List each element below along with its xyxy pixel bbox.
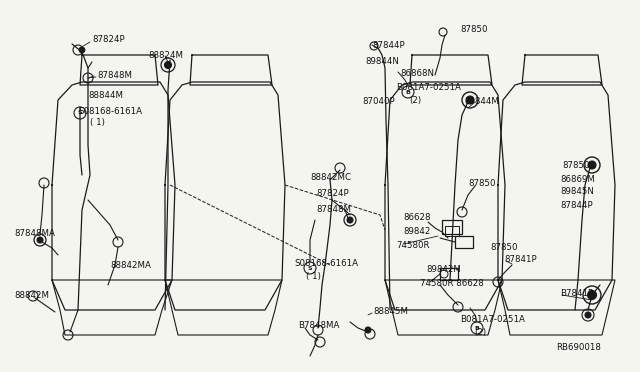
Text: 88844M: 88844M xyxy=(88,90,123,99)
Text: 86628: 86628 xyxy=(403,214,431,222)
Text: S08168-6161A: S08168-6161A xyxy=(294,260,358,269)
Text: (2): (2) xyxy=(474,328,486,337)
Text: RB690018: RB690018 xyxy=(556,343,601,352)
Text: 88845M: 88845M xyxy=(373,308,408,317)
Text: 87040P: 87040P xyxy=(362,96,395,106)
Circle shape xyxy=(79,47,85,53)
Text: 87848M: 87848M xyxy=(316,205,351,215)
Text: 86869M: 86869M xyxy=(560,174,595,183)
Text: S: S xyxy=(77,110,83,115)
Circle shape xyxy=(365,327,371,333)
Text: 87848MA: 87848MA xyxy=(14,228,55,237)
Text: ( 1): ( 1) xyxy=(90,119,105,128)
Text: 88842MA: 88842MA xyxy=(110,260,151,269)
Text: 87841P: 87841P xyxy=(504,256,536,264)
Bar xyxy=(455,236,473,248)
Text: 87824P: 87824P xyxy=(316,189,349,199)
Circle shape xyxy=(588,291,596,299)
Bar xyxy=(440,268,458,280)
Text: 88824M: 88824M xyxy=(148,51,183,60)
Bar xyxy=(445,226,459,236)
Circle shape xyxy=(37,237,43,243)
Text: B081A7-0251A: B081A7-0251A xyxy=(460,315,525,324)
Bar xyxy=(442,220,462,234)
Text: 89845N: 89845N xyxy=(560,187,594,196)
Circle shape xyxy=(466,96,474,104)
Text: B: B xyxy=(406,90,410,94)
Circle shape xyxy=(588,161,596,169)
Circle shape xyxy=(585,312,591,318)
Text: B7848MA: B7848MA xyxy=(298,321,339,330)
Text: 89842M: 89842M xyxy=(426,266,461,275)
Text: (2): (2) xyxy=(409,96,421,105)
Circle shape xyxy=(347,217,353,223)
Text: S: S xyxy=(308,266,312,270)
Text: 74580R 86628: 74580R 86628 xyxy=(420,279,484,289)
Text: 88842M: 88842M xyxy=(14,291,49,299)
Text: S08168-6161A: S08168-6161A xyxy=(78,106,142,115)
Text: 74580R: 74580R xyxy=(396,241,429,250)
Text: 87850: 87850 xyxy=(562,161,589,170)
Text: ( 1): ( 1) xyxy=(306,273,321,282)
Text: 87850: 87850 xyxy=(468,179,495,187)
Text: 87848M: 87848M xyxy=(97,71,132,80)
Text: 87844P: 87844P xyxy=(372,41,404,49)
Text: B081A7-0251A: B081A7-0251A xyxy=(396,83,461,93)
Text: 87850: 87850 xyxy=(460,26,488,35)
Text: 87850: 87850 xyxy=(490,244,518,253)
Text: 87824P: 87824P xyxy=(92,35,125,45)
Text: 88842MC: 88842MC xyxy=(310,173,351,183)
Text: B7841P: B7841P xyxy=(560,289,593,298)
Text: 89842: 89842 xyxy=(403,227,430,235)
Text: B: B xyxy=(475,326,479,330)
Text: 86868N: 86868N xyxy=(400,70,434,78)
Text: 89844M: 89844M xyxy=(464,96,499,106)
Circle shape xyxy=(164,61,172,68)
Text: 87844P: 87844P xyxy=(560,201,593,209)
Text: 89844N: 89844N xyxy=(365,58,399,67)
